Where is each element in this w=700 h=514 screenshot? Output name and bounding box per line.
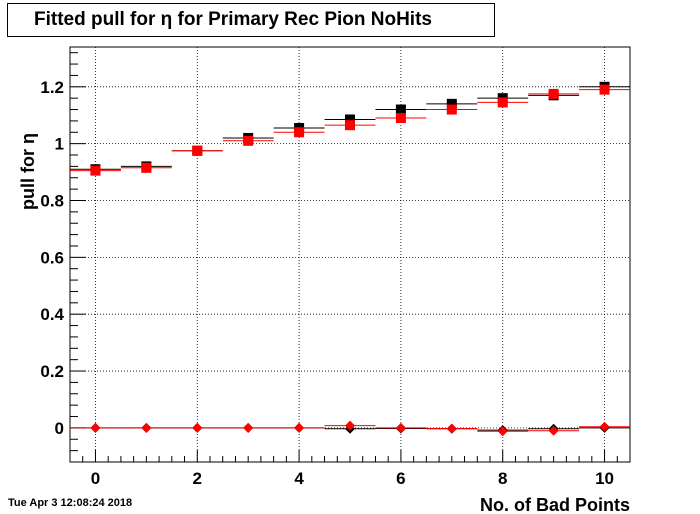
data-point [446, 98, 457, 109]
data-point [497, 97, 508, 108]
y-tick-label: 0.4 [40, 305, 64, 324]
data-point [243, 422, 254, 433]
data-point [345, 420, 355, 431]
tick-labels: 0 2 4 6 8 10 0 0.2 0.4 0.6 0.8 1 1.2 [40, 78, 614, 488]
data-point [446, 423, 457, 434]
data-point [395, 104, 406, 115]
plot-frame [69, 46, 631, 463]
plot-border [69, 46, 631, 463]
data-point [192, 422, 203, 433]
data-point [90, 422, 101, 433]
data-point [141, 422, 152, 433]
y-tick-label: 0.8 [40, 191, 64, 210]
x-tick-label: 10 [595, 469, 614, 488]
data-point [395, 113, 406, 124]
timestamp: Tue Apr 3 12:08:24 2018 [8, 497, 133, 509]
series-4 [70, 420, 630, 437]
data-point [294, 422, 305, 433]
data-point [345, 120, 355, 131]
data-point [548, 425, 559, 436]
data-point [395, 422, 406, 433]
y-axis-label: pull for η [18, 133, 38, 210]
y-tick-label: 0.2 [40, 362, 64, 381]
data-point [599, 421, 610, 432]
data-point [497, 426, 508, 437]
x-tick-label: 6 [396, 469, 405, 488]
y-tick-label: 1.2 [40, 78, 64, 97]
x-axis-label: No. of Bad Points [480, 495, 630, 514]
grid [70, 47, 630, 462]
data-point [192, 145, 203, 156]
data-point [599, 84, 610, 95]
data-point [294, 127, 305, 138]
data-point [90, 165, 101, 176]
data-point [446, 104, 457, 115]
y-tick-label: 0.6 [40, 248, 64, 267]
y-tick-label: 0 [55, 419, 64, 438]
series-2 [70, 84, 630, 176]
data-series [70, 81, 630, 437]
axis-ticks [69, 52, 631, 463]
data-point [243, 135, 254, 146]
x-tick-label: 4 [294, 469, 304, 488]
data-point [141, 162, 152, 173]
data-point [345, 114, 355, 125]
x-tick-label: 2 [193, 469, 202, 488]
x-tick-label: 0 [91, 469, 100, 488]
chart-title: Fitted pull for η for Primary Rec Pion N… [7, 3, 495, 37]
x-tick-label: 8 [498, 469, 507, 488]
data-point [548, 88, 559, 99]
y-tick-label: 1 [55, 135, 64, 154]
